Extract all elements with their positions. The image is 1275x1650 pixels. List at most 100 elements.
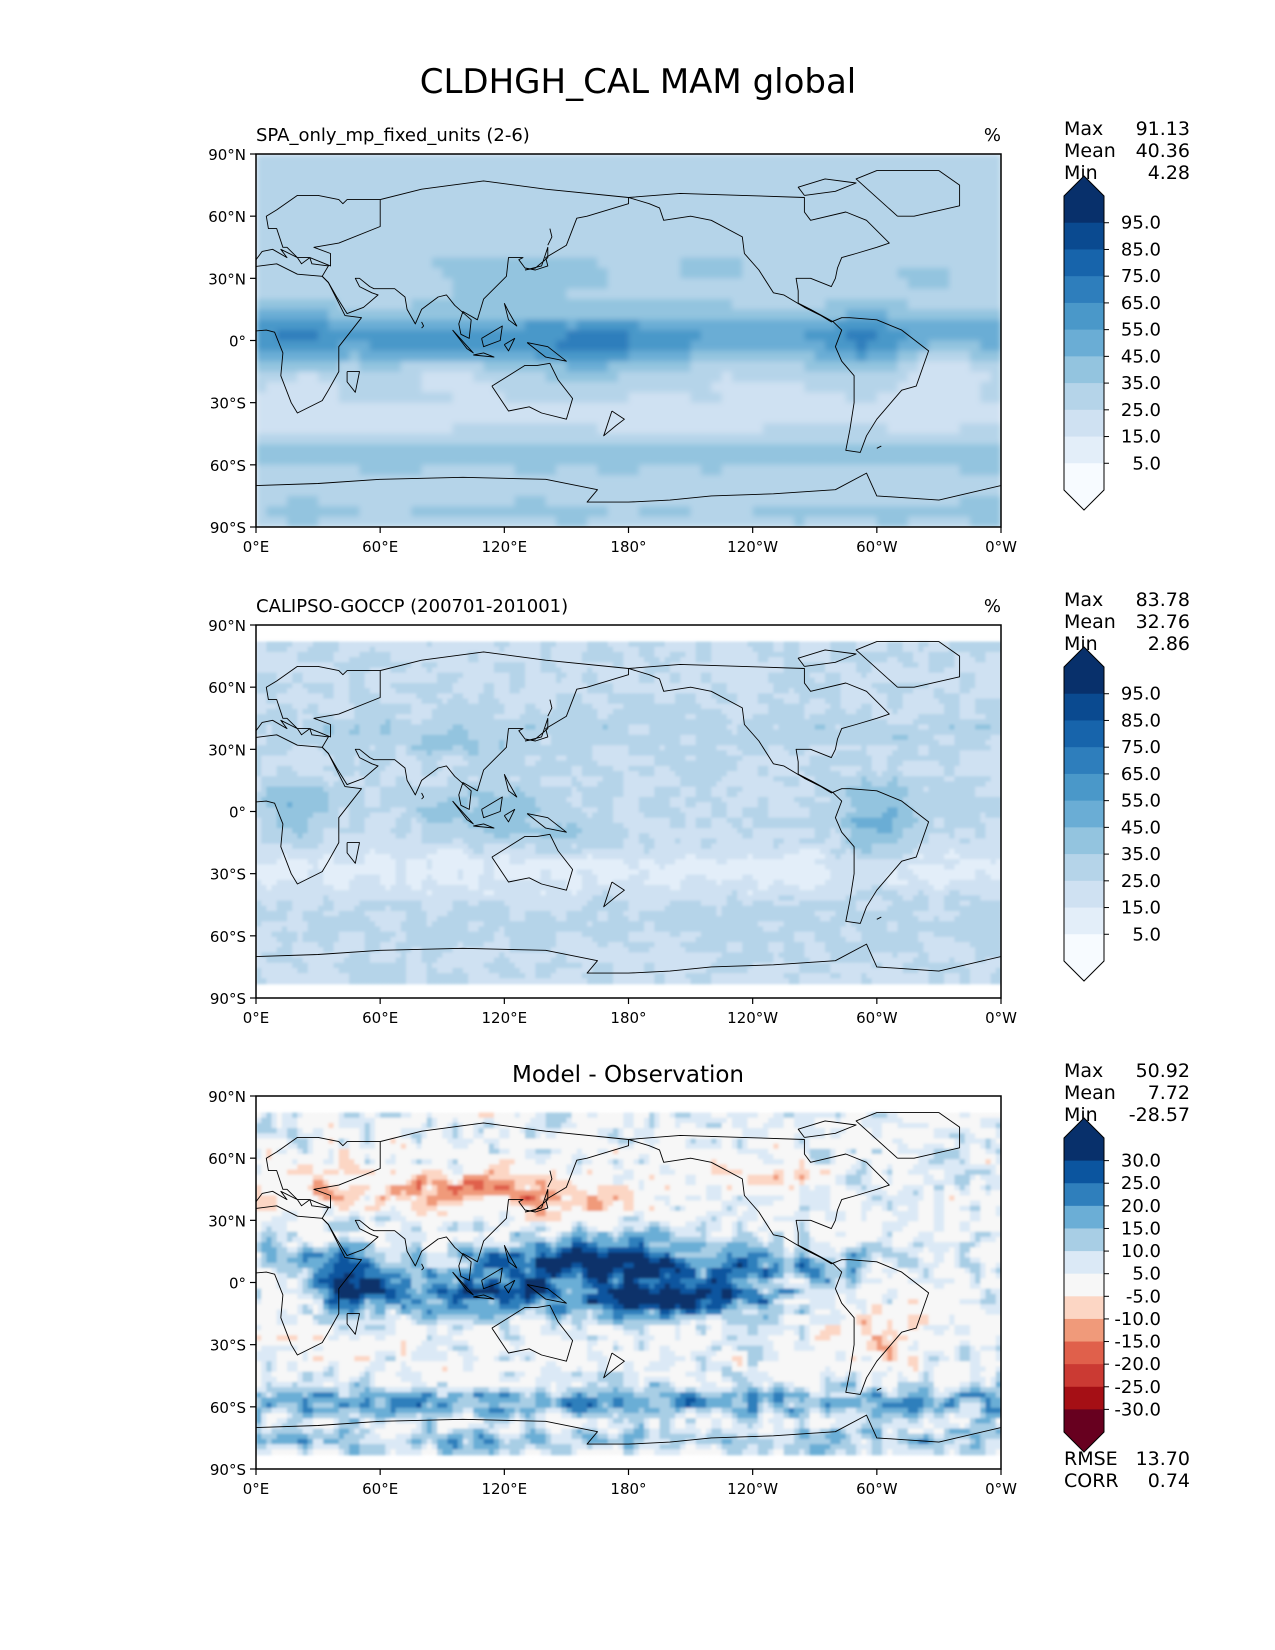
contour-cell (488, 683, 495, 689)
contour-cell (452, 683, 459, 689)
contour-cell (799, 657, 806, 664)
contour-cell (980, 330, 992, 342)
contour-cell (825, 475, 837, 487)
contour-cell (380, 350, 392, 363)
contour-cell (876, 423, 888, 435)
contour-cell (711, 299, 723, 311)
colorbar-segment (1064, 383, 1104, 411)
contour-cell (530, 698, 537, 705)
contour-cell (742, 672, 749, 679)
contour-cell (969, 247, 982, 259)
contour-cells (256, 154, 1001, 527)
contour-cell (700, 195, 713, 207)
contour-cell (969, 267, 982, 280)
contour-cell (918, 185, 930, 197)
contour-cell (431, 667, 438, 674)
contour-cell (556, 371, 568, 383)
contour-cell (359, 361, 371, 373)
contour-cell (281, 703, 288, 710)
contour-cell (928, 433, 940, 445)
contour-cell (845, 402, 857, 414)
contour-cell (307, 719, 314, 726)
contour-cell (473, 444, 485, 456)
contour-cell (907, 247, 920, 259)
contour-cell (535, 667, 542, 674)
contour-cell (411, 677, 418, 684)
contour-cell (271, 672, 278, 679)
contour-cell (763, 698, 769, 705)
contour-cell (690, 444, 702, 456)
contour-cell (757, 703, 764, 710)
contour-cell (318, 413, 330, 425)
contour-cell (814, 205, 826, 217)
contour-cell (752, 433, 764, 445)
contour-cell (442, 475, 454, 487)
contour-cell (840, 693, 847, 700)
contour-cell (928, 677, 935, 684)
contour-cell (374, 688, 381, 695)
contour-cell (493, 667, 500, 674)
contour-cell (561, 672, 568, 679)
contour-cell (763, 433, 775, 445)
contour-cell (612, 672, 619, 679)
contour-cell (928, 444, 940, 456)
contour-cell (400, 413, 413, 425)
contour-cell (907, 205, 920, 217)
contour-cell (659, 423, 671, 435)
contour-cell (804, 392, 816, 404)
contour-cell (959, 444, 971, 456)
contour-cell (866, 688, 873, 695)
contour-cell (638, 688, 645, 695)
contour-cell (488, 672, 495, 679)
contour-cell (266, 319, 278, 331)
contour-cell (618, 247, 630, 259)
contour-cell (390, 475, 402, 487)
contour-cell (256, 657, 262, 664)
contour-cell (944, 703, 951, 710)
contour-cell (794, 454, 806, 466)
contour-cell (390, 185, 402, 197)
contour-cell (969, 641, 976, 648)
contour-cell (256, 226, 268, 238)
contour-cell (680, 433, 692, 445)
contour-cell (421, 516, 433, 527)
contour-cell (913, 698, 920, 705)
contour-cell (773, 247, 785, 259)
contour-cell (483, 646, 490, 653)
contour-cell (390, 719, 397, 726)
contour-cell (628, 672, 635, 679)
contour-cell (607, 257, 619, 269)
contour-cell (318, 381, 330, 394)
contour-cell (287, 361, 299, 373)
contour-cell (504, 361, 516, 373)
contour-cell (411, 319, 423, 331)
contour-cell (587, 288, 599, 300)
contour-cell (845, 657, 852, 664)
contour-cell (907, 703, 914, 710)
contour-cell (706, 672, 713, 679)
contour-cell (737, 672, 744, 679)
contour-cell (618, 299, 630, 311)
contour-cell (856, 693, 863, 700)
contour-cell (659, 205, 671, 217)
contour-cell (587, 236, 599, 249)
contour-cell (266, 651, 273, 658)
contour-cell (928, 646, 935, 653)
contour-cell (287, 516, 299, 527)
contour-cell (980, 278, 992, 290)
contour-cell (638, 154, 650, 166)
contour-cell (985, 662, 992, 669)
contour-cell (814, 475, 826, 487)
contour-cell (814, 423, 826, 435)
contour-cell (385, 672, 392, 679)
contour-cell (535, 433, 547, 445)
contour-cell (359, 703, 366, 710)
contour-cell (814, 267, 826, 280)
contour-cell (990, 278, 1001, 290)
contour-cell (680, 154, 692, 166)
coastline (473, 352, 495, 358)
contour-cell (256, 267, 268, 280)
contour-cell (944, 693, 951, 700)
contour-cell (307, 433, 319, 445)
contour-cell (721, 641, 728, 648)
